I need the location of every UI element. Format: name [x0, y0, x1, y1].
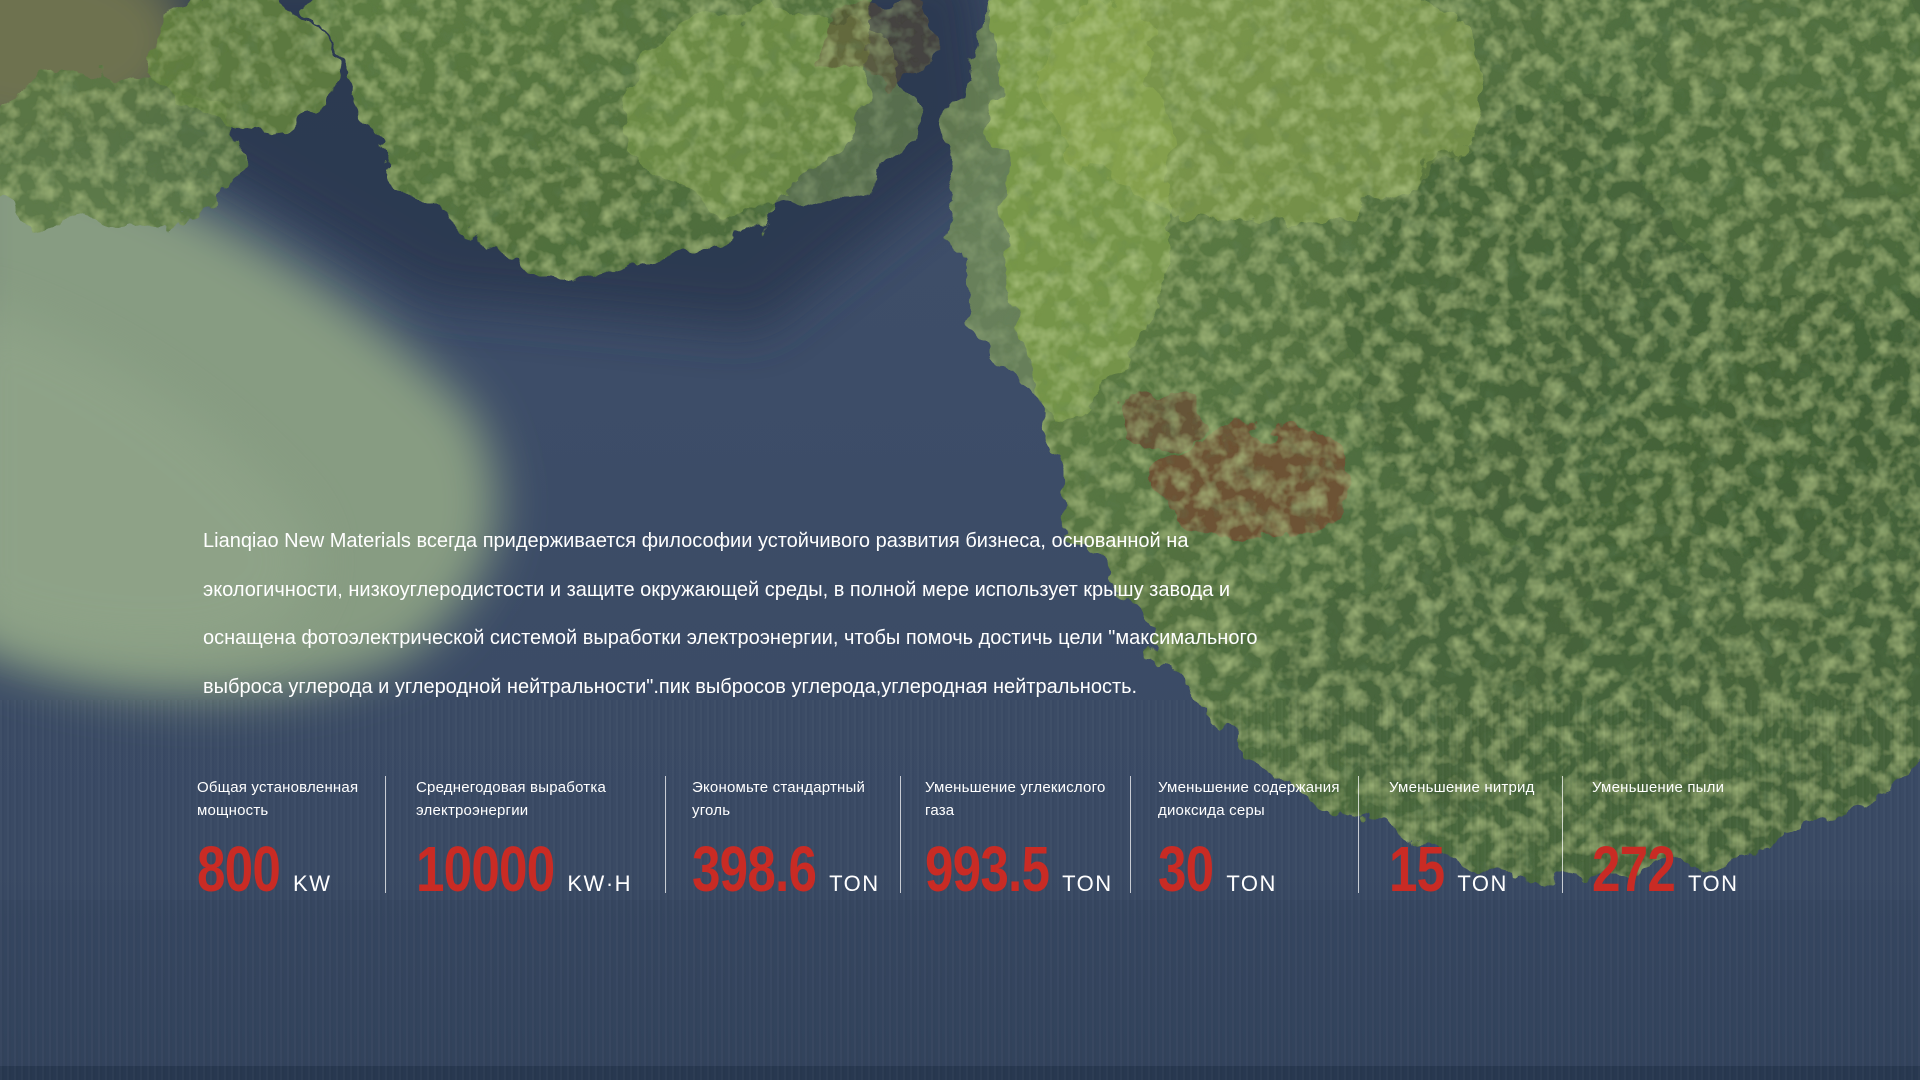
paragraph-line: Lianqiao New Materials всегда придержива… [203, 530, 1189, 552]
stat-value: 800 [197, 833, 281, 905]
stat-divider [385, 776, 386, 893]
stat-item: Уменьшение углекислого газа 993.5 TON [925, 777, 1111, 901]
stat-value: 993.5 [925, 833, 1050, 905]
paragraph-line: оснащена фотоэлектрической системой выра… [203, 627, 1258, 649]
stat-number: 993.5 TON [925, 837, 1113, 901]
stat-value-wrap: 10000 [416, 833, 555, 905]
stat-number: 800 KW [197, 837, 331, 901]
stat-unit: TON [1457, 871, 1508, 896]
stat-divider [1358, 776, 1359, 893]
stat-number: 272 TON [1592, 837, 1739, 901]
stat-item: Уменьшение содержания диоксида серы 30 TO… [1158, 777, 1343, 901]
stat-item: Общая установленная мощность 800 KW [197, 777, 372, 901]
stat-value-wrap: 15 [1389, 833, 1445, 905]
stat-label: Уменьшение нитрид [1389, 779, 1535, 796]
stat-value-wrap: 800 [197, 833, 281, 905]
stat-label: Экономьте стандартный уголь [692, 779, 866, 819]
stat-number: 30 TON [1158, 837, 1277, 901]
stat-value-wrap: 398.6 [692, 833, 817, 905]
stat-value-wrap: 272 [1592, 833, 1676, 905]
stat-label: Общая установленная мощность [197, 779, 359, 819]
stat-value: 272 [1592, 833, 1676, 905]
stat-value: 398.6 [692, 833, 817, 905]
stat-value: 30 [1158, 833, 1214, 905]
stat-value-wrap: 30 [1158, 833, 1214, 905]
stat-number: 10000 KW·H [416, 837, 632, 901]
stat-label: Уменьшение пыли [1592, 779, 1725, 796]
stat-unit: KW·H [567, 871, 633, 896]
stat-divider [900, 776, 901, 893]
stat-unit: TON [829, 871, 880, 896]
stat-divider [1130, 776, 1131, 893]
stat-value-wrap: 993.5 [925, 833, 1050, 905]
stat-item: Экономьте стандартный уголь 398.6 TON [692, 777, 878, 901]
stat-unit: KW [293, 871, 332, 896]
stat-unit: TON [1226, 871, 1277, 896]
paragraph-line: экологичности, низкоуглеродистости и защ… [203, 578, 1231, 601]
stat-unit: TON [1062, 871, 1113, 896]
stat-label: Среднегодовая выработка электроэнергии [416, 779, 606, 819]
stat-divider [1562, 776, 1563, 893]
stat-number: 398.6 TON [692, 837, 880, 901]
stat-label: Уменьшение содержания диоксида серы [1158, 779, 1340, 819]
stat-item: Среднегодовая выработка электроэнергии 1… [416, 777, 631, 901]
stat-divider [665, 776, 666, 893]
stat-item: Уменьшение нитрид 15 TON [1389, 777, 1599, 901]
stat-number: 15 TON [1389, 837, 1508, 901]
stat-label: Уменьшение углекислого газа [925, 779, 1106, 819]
stat-item: Уменьшение пыли 272 TON [1592, 777, 1802, 901]
stat-value: 15 [1389, 833, 1445, 905]
intro-paragraph: Lianqiao New Materials всегда придержива… [203, 517, 1258, 711]
stat-value: 10000 [416, 833, 555, 905]
paragraph-line: выброса углерода и углеродной нейтрально… [203, 675, 1138, 698]
stat-unit: TON [1688, 871, 1739, 896]
